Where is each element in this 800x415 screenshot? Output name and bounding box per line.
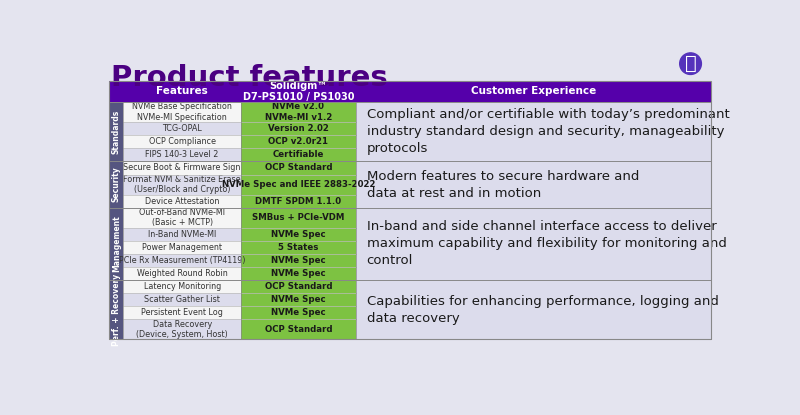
Bar (356, 280, 710, 339)
Bar (241, 148, 356, 161)
Text: OCP Compliance: OCP Compliance (149, 137, 216, 146)
Text: Solidigm™
D7-PS1010 / PS1030: Solidigm™ D7-PS1010 / PS1030 (242, 81, 354, 102)
Text: NVMe Spec: NVMe Spec (271, 295, 326, 304)
Text: Secure Boot & Firmware Sign: Secure Boot & Firmware Sign (123, 164, 241, 173)
Text: OCP Standard: OCP Standard (265, 282, 332, 291)
Text: NVMe Spec: NVMe Spec (271, 308, 326, 317)
Bar (241, 102, 356, 122)
Bar (123, 228, 241, 241)
Text: Modern features to secure hardware and
data at rest and in motion: Modern features to secure hardware and d… (366, 170, 639, 200)
Text: Format NVM & Sanitize Erase
(User/Block and Crypto): Format NVM & Sanitize Erase (User/Block … (123, 175, 241, 194)
Bar (241, 175, 356, 195)
Bar (123, 293, 241, 306)
Text: NVMe Base Specification
NVMe-MI Specification: NVMe Base Specification NVMe-MI Specific… (132, 103, 232, 122)
Text: Management: Management (112, 215, 121, 272)
Text: Standards: Standards (112, 110, 121, 154)
Text: SMBus + PCIe-VDM: SMBus + PCIe-VDM (252, 213, 345, 222)
Bar (241, 135, 356, 148)
Bar (356, 161, 710, 208)
Bar (241, 254, 356, 267)
Text: NVMe Spec: NVMe Spec (271, 256, 326, 265)
Text: NVMe Spec: NVMe Spec (271, 269, 326, 278)
Text: Persistent Event Log: Persistent Event Log (142, 308, 223, 317)
Text: In-band and side channel interface access to deliver
maximum capability and flex: In-band and side channel interface acces… (366, 220, 726, 267)
Bar (110, 161, 123, 208)
Bar (123, 267, 241, 280)
Text: NVMe v2.0
NVMe-MI v1.2: NVMe v2.0 NVMe-MI v1.2 (265, 103, 332, 122)
Bar (241, 195, 356, 208)
Text: Power Management: Power Management (142, 243, 222, 252)
Text: NVMe Spec: NVMe Spec (271, 230, 326, 239)
Text: Customer Experience: Customer Experience (470, 86, 596, 96)
Bar (110, 102, 123, 161)
Text: OCP Standard: OCP Standard (265, 325, 332, 334)
Bar (123, 148, 241, 161)
Bar (123, 102, 241, 122)
Bar (241, 241, 356, 254)
Bar (241, 267, 356, 280)
Text: FIPS 140-3 Level 2: FIPS 140-3 Level 2 (146, 150, 219, 159)
Text: DMTF SPDM 1.1.0: DMTF SPDM 1.1.0 (255, 197, 342, 205)
Text: Compliant and/or certifiable with today’s predominant
industry standard design a: Compliant and/or certifiable with today’… (366, 108, 730, 155)
Text: Version 2.02: Version 2.02 (268, 124, 329, 133)
Text: Device Attestation: Device Attestation (145, 197, 219, 205)
Text: OCP Standard: OCP Standard (265, 164, 332, 173)
Bar (110, 208, 123, 280)
Bar (110, 81, 710, 102)
Bar (241, 122, 356, 135)
Circle shape (680, 53, 702, 74)
Bar (110, 81, 710, 339)
Bar (123, 319, 241, 339)
Text: PCIe Rx Measurement (TP4119): PCIe Rx Measurement (TP4119) (119, 256, 246, 265)
Text: Out-of-Band NVMe-MI
(Basic + MCTP): Out-of-Band NVMe-MI (Basic + MCTP) (139, 208, 225, 227)
Bar (241, 306, 356, 319)
Bar (241, 228, 356, 241)
Bar (241, 208, 356, 228)
Bar (123, 122, 241, 135)
Bar (110, 280, 123, 339)
Text: Perf. + Recovery: Perf. + Recovery (112, 273, 121, 346)
Text: In-Band NVMe-MI: In-Band NVMe-MI (148, 230, 216, 239)
Text: Ⓢ: Ⓢ (685, 54, 697, 73)
Bar (356, 208, 710, 280)
Text: Scatter Gather List: Scatter Gather List (144, 295, 220, 304)
Text: Certifiable: Certifiable (273, 150, 324, 159)
Text: OCP v2.0r21: OCP v2.0r21 (268, 137, 328, 146)
Bar (123, 135, 241, 148)
Bar (123, 241, 241, 254)
Bar (123, 280, 241, 293)
Text: Security: Security (112, 167, 121, 203)
Bar (356, 102, 710, 161)
Text: 5 States: 5 States (278, 243, 318, 252)
Bar (123, 161, 241, 175)
Text: NVMe Spec and IEEE 2883-2022: NVMe Spec and IEEE 2883-2022 (222, 180, 375, 189)
Bar (241, 293, 356, 306)
Text: Weighted Round Robin: Weighted Round Robin (137, 269, 227, 278)
Bar (241, 319, 356, 339)
Text: Product features: Product features (111, 63, 388, 92)
Bar (123, 306, 241, 319)
Text: TCG-OPAL: TCG-OPAL (162, 124, 202, 133)
Text: Data Recovery
(Device, System, Host): Data Recovery (Device, System, Host) (136, 320, 228, 339)
Bar (123, 195, 241, 208)
Text: Latency Monitoring: Latency Monitoring (143, 282, 221, 291)
Bar (123, 254, 241, 267)
Bar (241, 280, 356, 293)
Bar (241, 161, 356, 175)
Text: Features: Features (156, 86, 208, 96)
Text: Capabilities for enhancing performance, logging and
data recovery: Capabilities for enhancing performance, … (366, 295, 718, 325)
Bar (123, 208, 241, 228)
Bar (123, 175, 241, 195)
